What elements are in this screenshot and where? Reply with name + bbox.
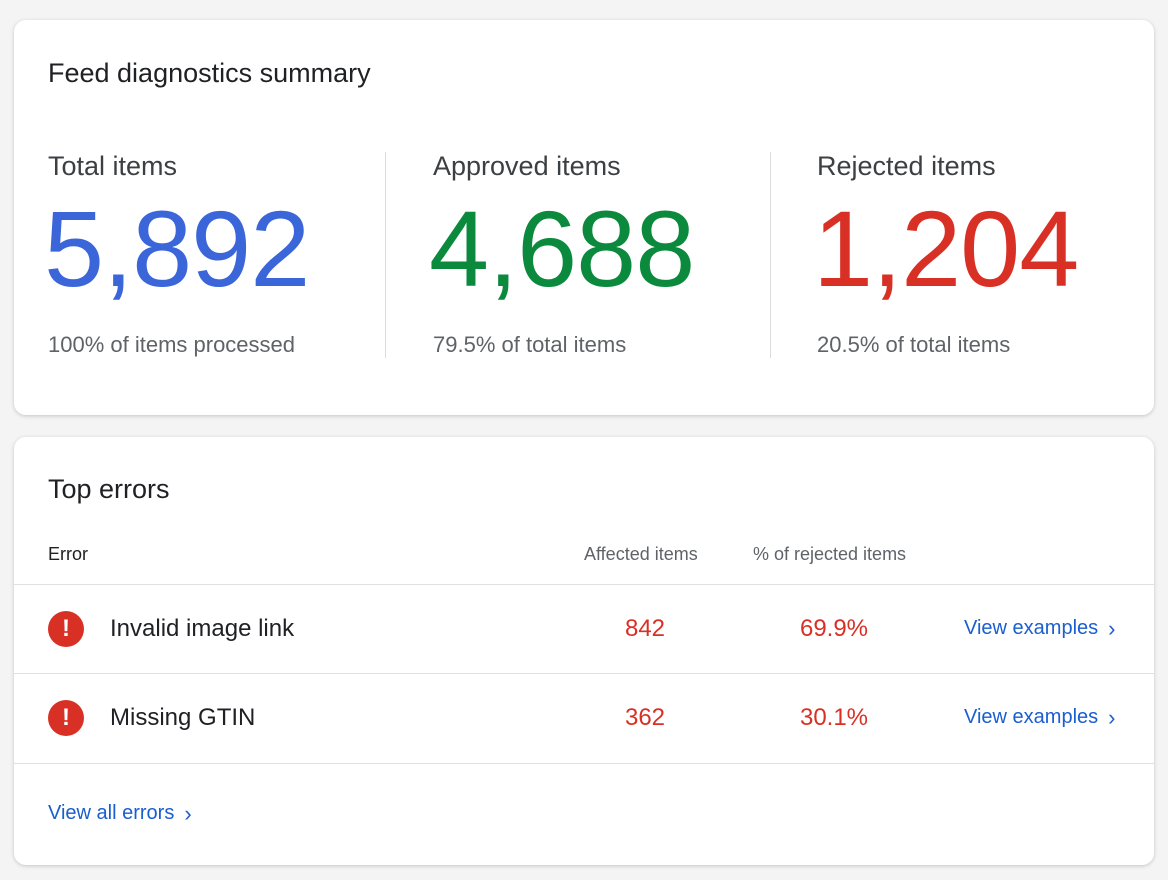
- stat-divider: [385, 152, 386, 358]
- error-icon: !: [48, 700, 84, 736]
- stat-total-value: 5,892: [44, 188, 310, 309]
- view-examples-link[interactable]: View examples ›: [964, 706, 1115, 729]
- view-examples-link[interactable]: View examples ›: [964, 617, 1115, 640]
- stat-approved-sub: 79.5% of total items: [433, 332, 627, 357]
- row-divider: [14, 763, 1154, 764]
- column-header-error: Error: [48, 544, 88, 564]
- stat-total-sub: 100% of items processed: [48, 332, 296, 357]
- stat-total-label: Total items: [48, 151, 178, 181]
- stat-approved-value: 4,688: [429, 188, 695, 309]
- top-errors-card: Top errors Error Affected items % of rej…: [14, 437, 1154, 865]
- top-errors-title: Top errors: [48, 474, 170, 504]
- table-row: ! Invalid image link 842 69.9% View exam…: [14, 585, 1154, 673]
- column-header-pct-rejected: % of rejected items: [753, 544, 907, 564]
- chevron-right-icon: ›: [184, 800, 192, 826]
- stat-rejected-label: Rejected items: [817, 151, 996, 181]
- view-examples-label: View examples: [964, 617, 1099, 639]
- view-all-errors-label: View all errors: [48, 802, 175, 824]
- affected-items-count: 842: [624, 615, 666, 642]
- stat-rejected-value: 1,204: [813, 188, 1079, 309]
- stat-divider: [770, 152, 771, 358]
- view-all-errors-link[interactable]: View all errors ›: [48, 802, 192, 825]
- stat-total: Total items 5,892 100% of items processe…: [44, 151, 388, 361]
- pct-rejected-value: 69.9%: [799, 615, 869, 642]
- error-name: Invalid image link: [110, 615, 295, 642]
- view-examples-label: View examples: [964, 706, 1099, 728]
- affected-items-count: 362: [624, 704, 666, 731]
- error-name: Missing GTIN: [110, 704, 256, 731]
- stat-rejected-sub: 20.5% of total items: [817, 332, 1011, 357]
- error-icon: !: [48, 611, 84, 647]
- row-divider: [14, 673, 1154, 674]
- summary-card: Feed diagnostics summary Total items 5,8…: [14, 20, 1154, 415]
- summary-title: Feed diagnostics summary: [48, 58, 371, 88]
- chevron-right-icon: ›: [1108, 615, 1116, 641]
- stat-approved-label: Approved items: [433, 151, 621, 181]
- table-row: ! Missing GTIN 362 30.1% View examples ›: [14, 674, 1154, 762]
- stat-rejected: Rejected items 1,204 20.5% of total item…: [813, 151, 1157, 361]
- column-header-affected-items: Affected items: [584, 544, 698, 564]
- row-divider: [14, 584, 1154, 585]
- chevron-right-icon: ›: [1108, 704, 1116, 730]
- stat-approved: Approved items 4,688 79.5% of total item…: [429, 151, 773, 361]
- pct-rejected-value: 30.1%: [799, 704, 869, 731]
